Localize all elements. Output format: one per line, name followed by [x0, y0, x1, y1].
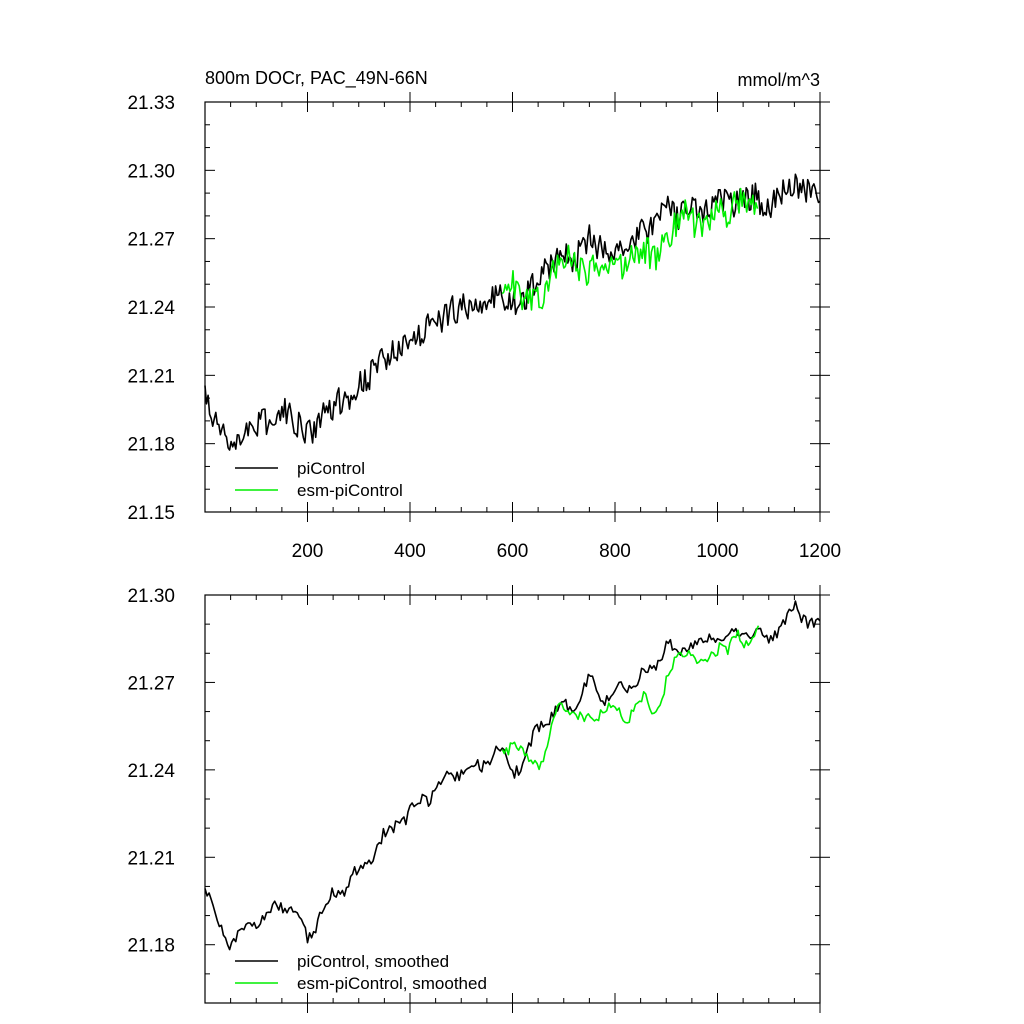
legend: piControl, smoothed esm-piControl, smoot… [235, 952, 487, 993]
legend-label-esm-picontrol-smoothed: esm-piControl, smoothed [297, 974, 487, 993]
x-tick-label: 600 [497, 541, 529, 562]
x-tick-label: 1200 [799, 541, 841, 562]
legend-label-esm-picontrol: esm-piControl [297, 481, 403, 500]
y-tick-label: 21.30 [127, 161, 175, 182]
y-tick-label: 21.15 [127, 503, 175, 524]
y-tick-label: 21.27 [127, 230, 175, 251]
y-tick-label: 21.30 [127, 586, 175, 607]
units-label: mmol/m^3 [738, 70, 820, 90]
legend: piControl esm-piControl [235, 459, 403, 500]
y-tick-label: 21.24 [127, 761, 175, 782]
series-line-picontrol [204, 173, 821, 451]
y-tick-label: 21.18 [127, 936, 175, 957]
legend-label-picontrol: piControl [297, 459, 365, 478]
series-line-esm-picontrol [501, 187, 759, 311]
y-tick-label: 21.21 [127, 848, 175, 869]
x-tick-label: 400 [394, 541, 426, 562]
x-tick-label: 800 [599, 541, 631, 562]
top-panel: 800m DOCr, PAC_49N-66N mmol/m^3 200 400 60… [127, 68, 841, 562]
plot-frame [204, 594, 821, 1004]
x-tick-label: 1000 [696, 541, 738, 562]
y-tick-label: 21.24 [127, 298, 175, 319]
axis-ticks: 200 400 600 800 1000 1200 21.15 21.18 21.21 21.24… [127, 92, 841, 562]
legend-label-picontrol-smoothed: piControl, smoothed [297, 952, 449, 971]
series-lines [204, 173, 821, 451]
chart-title: 800m DOCr, PAC_49N-66N [205, 68, 428, 89]
bottom-panel: 21.18 21.21 21.24 21.27 21.30 piControl, smo… [127, 585, 830, 1013]
y-tick-label: 21.33 [127, 93, 175, 114]
y-tick-label: 21.27 [127, 673, 175, 694]
axis-ticks: 21.18 21.21 21.24 21.27 21.30 [127, 585, 830, 1013]
y-tick-label: 21.21 [127, 366, 175, 387]
series-line-esm-picontrol-smoothed [501, 625, 760, 771]
y-tick-label: 21.18 [127, 435, 175, 456]
series-lines [204, 600, 821, 951]
series-line-picontrol-smoothed [204, 600, 821, 951]
x-tick-label: 200 [292, 541, 324, 562]
